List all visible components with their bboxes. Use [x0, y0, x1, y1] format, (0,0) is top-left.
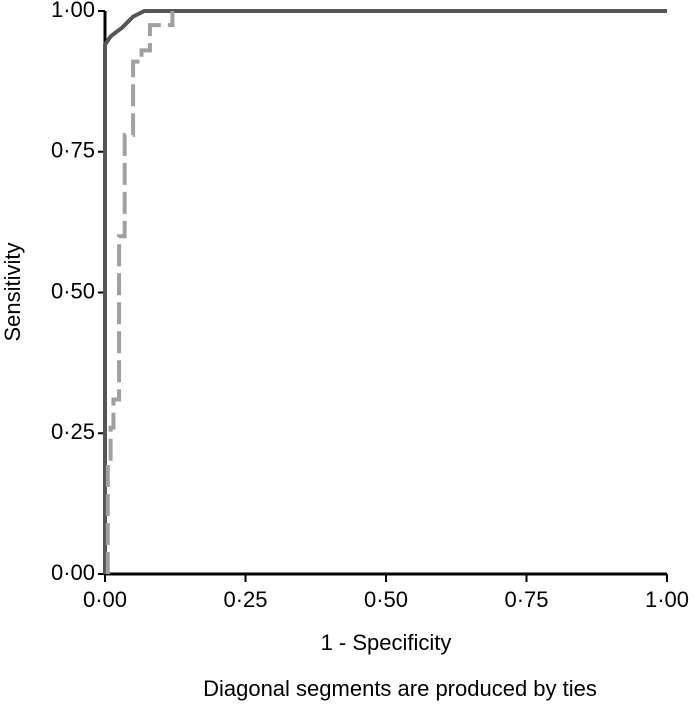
x-tick-label: 0·25 [223, 587, 267, 612]
roc-line [105, 11, 175, 574]
x-tick-label: 1·00 [645, 587, 689, 612]
x-tick-label: 0·75 [504, 587, 548, 612]
x-axis-label: 1 - Specificity [321, 630, 452, 655]
y-tick-label: 1·00 [51, 0, 95, 22]
roc-line [103, 9, 667, 574]
y-tick-label: 0·50 [51, 278, 95, 303]
note: Diagonal segments are produced by ties [203, 676, 597, 701]
y-tick-label: 0·00 [51, 560, 95, 585]
y-axis-label: Sensitivity [0, 242, 25, 341]
x-tick-label: 0·50 [364, 587, 408, 612]
y-tick-label: 0·25 [51, 419, 95, 444]
x-tick-label: 0·00 [83, 587, 127, 612]
y-tick-label: 0·75 [51, 138, 95, 163]
